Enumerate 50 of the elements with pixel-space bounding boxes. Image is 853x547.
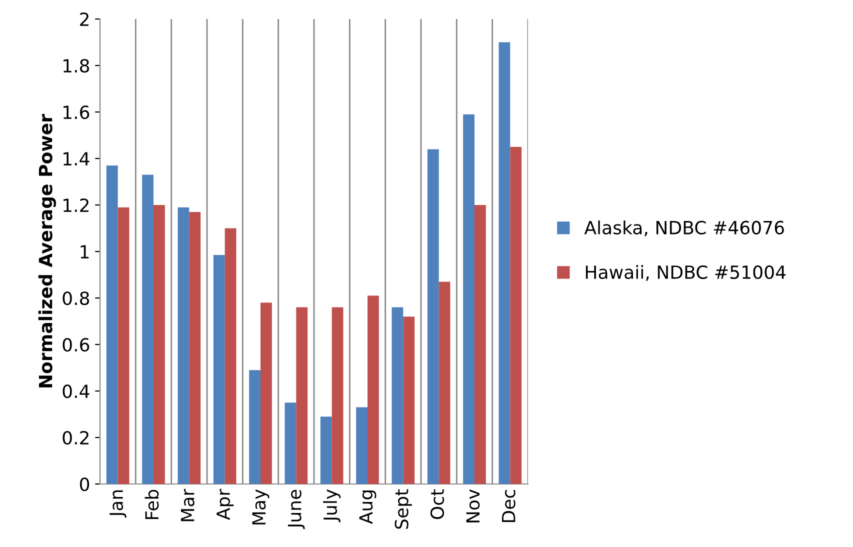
x-tick-label: Feb (144, 490, 159, 520)
x-tick-label: May (252, 489, 270, 524)
x-tick-label: Jan (110, 490, 126, 518)
bar (249, 370, 260, 484)
y-tick-label: 0 (80, 477, 90, 492)
x-tick-label: Dec (502, 490, 516, 522)
y-tick-label: 1.6 (64, 105, 90, 120)
bar (332, 307, 344, 484)
bar (427, 149, 439, 484)
x-tick-label: July (323, 489, 341, 522)
bar (368, 296, 379, 484)
y-tick-label: 0.2 (62, 430, 88, 445)
bar (213, 254, 225, 484)
y-tick-label: 1.2 (64, 198, 88, 212)
bar (356, 407, 368, 484)
bar (189, 212, 201, 484)
bar (118, 207, 130, 484)
y-tick-label: 2 (80, 12, 88, 26)
bar (284, 402, 296, 484)
legend-label: Alaska, NDBC #46076 (584, 220, 784, 236)
y-tick-label: 1.8 (64, 58, 90, 73)
bar (260, 302, 272, 484)
x-tick-label: Nov (466, 489, 480, 522)
legend-label: Hawaii, NDBC #51004 (586, 265, 786, 281)
x-tick-label: Apr (216, 488, 234, 520)
x-tick-label: Sept (394, 489, 412, 529)
y-tick-label: 1.4 (64, 152, 90, 166)
bar (403, 316, 415, 484)
bar (474, 205, 486, 484)
y-tick-label: 0.4 (62, 384, 90, 398)
bar (320, 416, 332, 484)
bar (510, 146, 522, 484)
y-tick-label: 1 (80, 245, 89, 258)
bar (178, 207, 190, 484)
bar (154, 205, 165, 484)
bar (224, 228, 236, 484)
y-tick-label: 0.6 (62, 338, 90, 352)
bar (463, 114, 474, 484)
bar (106, 165, 118, 484)
bar (296, 307, 308, 484)
bar (438, 282, 450, 484)
x-tick-label: Mar (180, 488, 194, 522)
bar (498, 42, 510, 484)
y-tick-label: 0.8 (62, 291, 90, 306)
bar (142, 174, 154, 484)
y-axis-title: Normalized Average Power (38, 114, 56, 388)
bar (392, 307, 404, 484)
x-tick-label: June (288, 490, 305, 530)
x-tick-label: Oct (430, 489, 444, 520)
x-tick-label: Aug (359, 490, 376, 524)
